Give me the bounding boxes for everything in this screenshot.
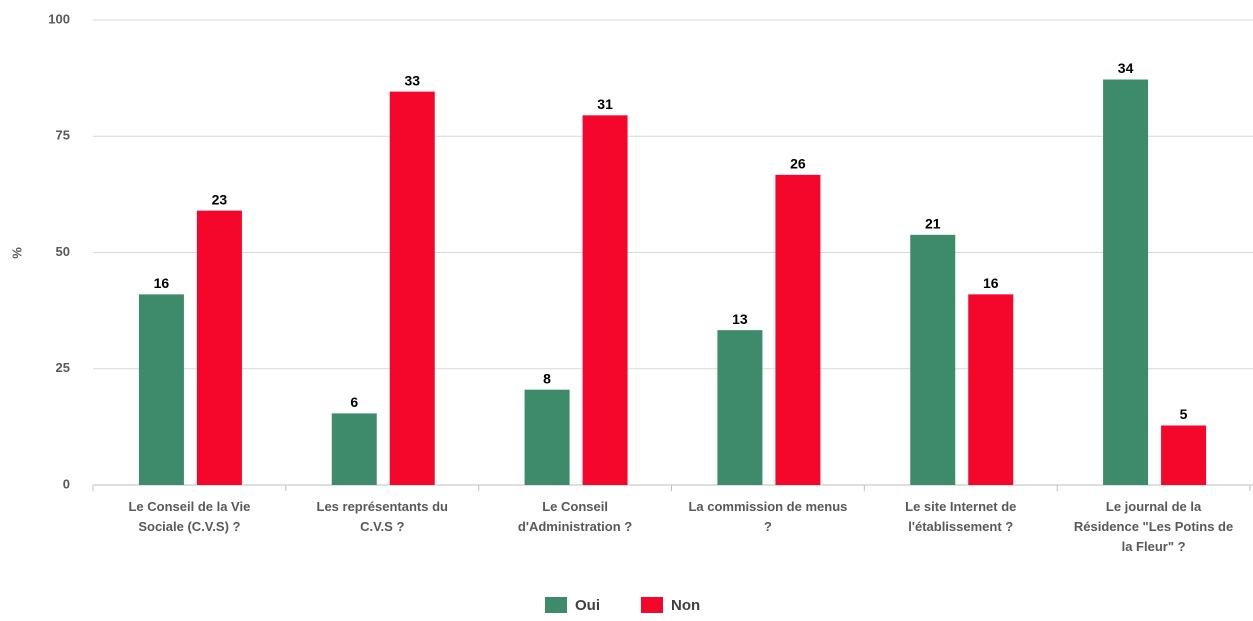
- bar: [775, 174, 821, 485]
- data-label: 13: [732, 311, 748, 327]
- data-label: 34: [1118, 60, 1134, 76]
- bar: [717, 330, 763, 485]
- bar: [196, 210, 242, 485]
- y-tick-label: 0: [63, 476, 70, 491]
- data-label: 23: [212, 191, 228, 207]
- y-tick-label: 100: [48, 11, 70, 26]
- y-axis-label: %: [9, 247, 24, 259]
- data-label: 16: [983, 275, 999, 291]
- bar: [910, 234, 956, 485]
- y-tick-label: 25: [56, 360, 70, 375]
- bar: [968, 294, 1014, 485]
- data-label: 26: [790, 156, 806, 172]
- legend-swatch: [545, 597, 567, 613]
- data-label: 21: [925, 216, 941, 232]
- x-tick-label: Le site Internet de l'établissement ?: [905, 499, 1017, 534]
- data-label: 5: [1180, 406, 1188, 422]
- y-tick-label: 75: [56, 128, 70, 143]
- bar: [389, 91, 435, 486]
- legend-label: Oui: [575, 597, 600, 614]
- bar: [1103, 79, 1149, 486]
- bar: [582, 115, 628, 485]
- data-label: 8: [543, 370, 551, 386]
- legend-swatch: [641, 597, 663, 613]
- legend-label: Non: [671, 597, 700, 614]
- data-label: 6: [350, 394, 358, 410]
- bar: [331, 413, 377, 485]
- bar: [138, 294, 184, 485]
- bar: [1161, 425, 1207, 485]
- x-tick-label: Le journal de la Résidence "Les Potins d…: [1073, 499, 1234, 554]
- bar: [524, 389, 570, 485]
- x-tick-label: Le Conseil d'Administration ?: [517, 499, 633, 534]
- data-label: 33: [404, 72, 420, 88]
- x-tick-label: La commission de menus ?: [688, 499, 848, 534]
- x-tick-label: Les représentants du C.V.S ?: [316, 499, 449, 534]
- data-label: 16: [154, 275, 170, 291]
- x-tick-label: Le Conseil de la Vie Sociale (C.V.S) ?: [128, 499, 251, 534]
- y-tick-label: 50: [56, 244, 70, 259]
- data-label: 31: [597, 96, 613, 112]
